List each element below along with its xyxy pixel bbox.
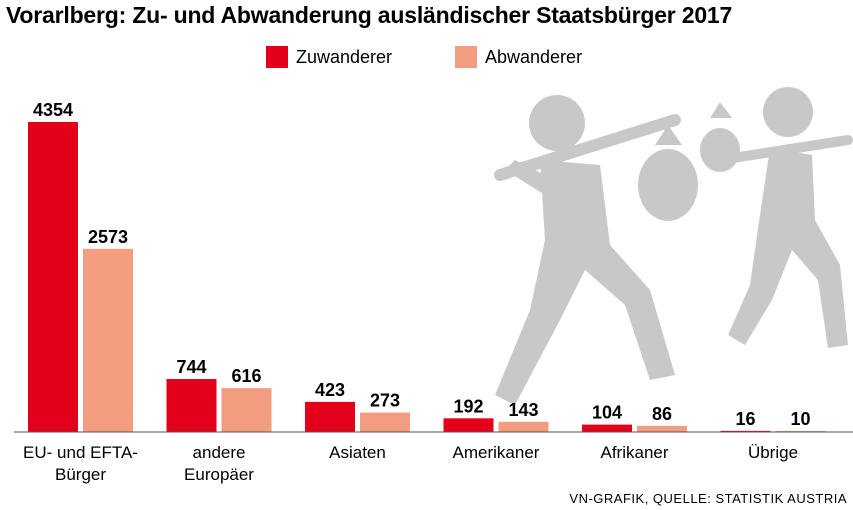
category-label-4: Afrikaner [600,443,668,462]
category-label-2: Asiaten [329,443,386,462]
bar-zuwanderer-2 [305,401,355,432]
legend-label-zuwanderer: Zuwanderer [296,46,393,67]
legend-zuwanderer: Zuwanderer [266,46,392,68]
walking-person-icon-right [700,87,853,348]
legend-label-abwanderer: Abwanderer [485,46,583,67]
legend-abwanderer: Abwanderer [455,46,582,68]
bar-abwanderer-1 [221,388,272,432]
value-label-abwanderer-2: 273 [370,391,400,411]
value-label-abwanderer-3: 143 [508,400,538,420]
bar-abwanderer-4 [637,425,687,432]
category-label-3: Amerikaner [453,443,540,462]
bar-zuwanderer-4 [582,424,632,432]
value-label-abwanderer-4: 86 [652,404,672,424]
chart-title: Vorarlberg: Zu- und Abwanderung ausländi… [6,2,733,28]
value-label-zuwanderer-3: 192 [453,396,483,416]
walking-figures-illustration [494,87,853,405]
walking-person-icon-left [494,95,698,405]
value-label-abwanderer-0: 2573 [88,227,128,247]
value-label-zuwanderer-0: 4354 [33,100,73,120]
category-label-1: andere Europäer [184,443,254,484]
value-label-abwanderer-5: 10 [790,409,810,429]
bar-zuwanderer-3 [443,418,494,432]
x-tick-labels: EU- und EFTA-Bürger andere Europäer Asiaten… [23,443,798,484]
legend-swatch-abwanderer [455,46,477,68]
category-label-5: Übrige [748,443,798,462]
category-label-0: EU- und EFTA-Bürger [23,443,138,484]
value-label-zuwanderer-5: 16 [735,409,755,429]
bar-abwanderer-0 [83,248,133,432]
bar-zuwanderer-5 [720,430,771,432]
bar-abwanderer-2 [360,412,410,432]
legend-swatch-zuwanderer [266,46,288,68]
bar-abwanderer-3 [498,421,549,432]
value-label-zuwanderer-1: 744 [176,357,206,377]
value-label-abwanderer-1: 616 [231,366,261,386]
bar-zuwanderer-1 [166,379,217,432]
bar-series-group: 4354 2573 744 616 423 273 192 143 104 86 16 10 [28,100,826,432]
value-label-zuwanderer-4: 104 [592,403,622,423]
value-label-zuwanderer-2: 423 [315,380,345,400]
source-credit: VN-GRAFIK, QUELLE: STATISTIK AUSTRIA [569,491,847,506]
bar-zuwanderer-0 [28,122,78,432]
